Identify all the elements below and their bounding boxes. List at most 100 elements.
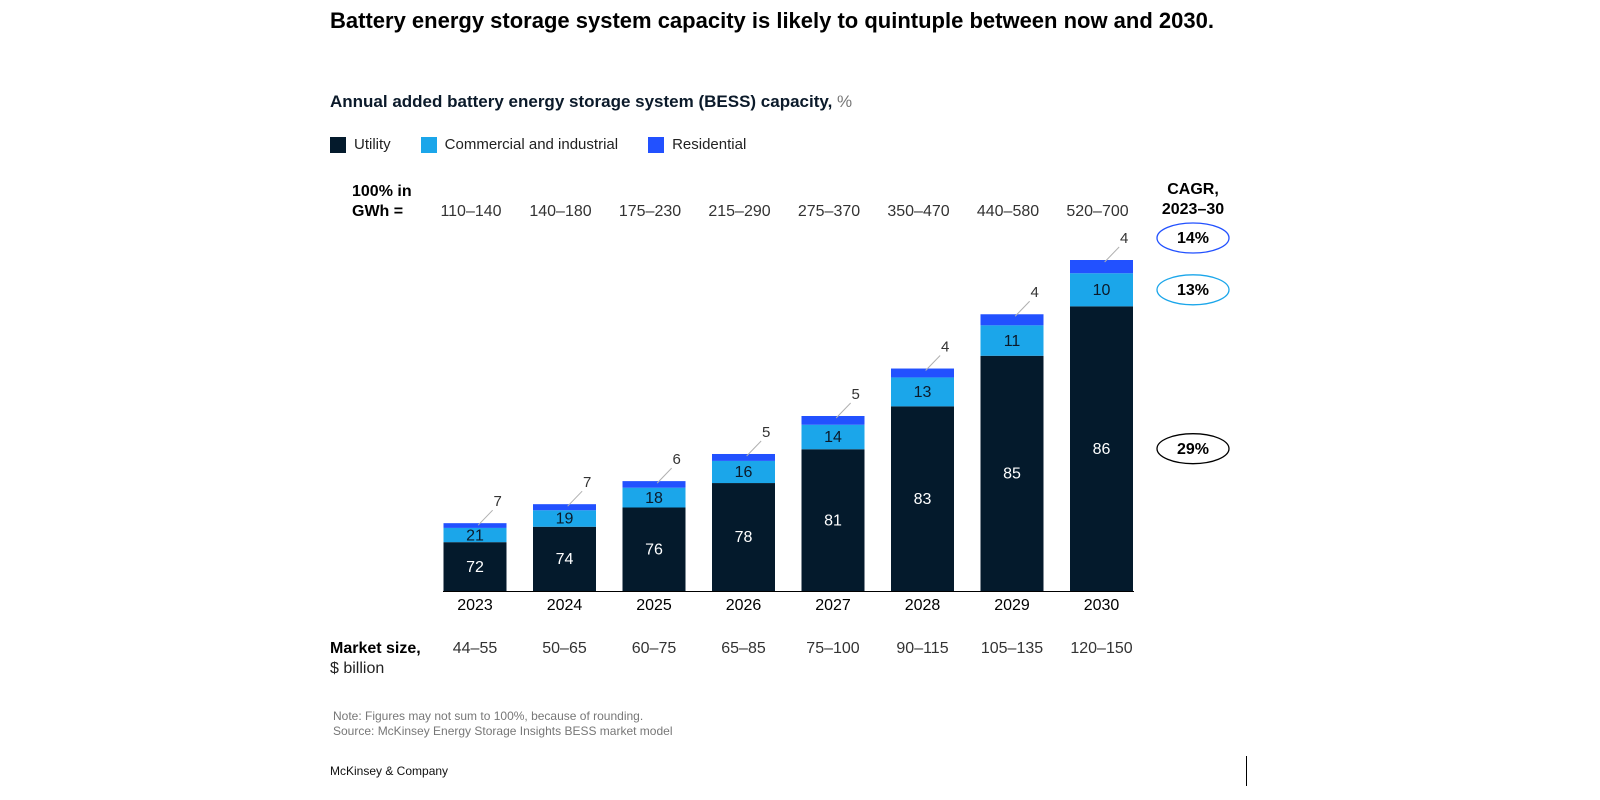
data-label-commercial-2025: 18	[645, 490, 663, 507]
legend-label-residential: Residential	[672, 136, 747, 153]
data-label-residential-2029: 4	[1030, 284, 1038, 301]
bar-segment-utility-2026	[712, 483, 775, 591]
data-label-commercial-2029: 11	[1004, 333, 1021, 350]
x-tick-2029: 2029	[994, 597, 1030, 614]
bar-segment-utility-2028	[891, 406, 954, 591]
subtitle-unit: %	[837, 92, 853, 111]
data-label-utility-2028: 83	[914, 491, 932, 508]
bar-segment-residential-2028	[891, 368, 954, 378]
bar-segment-utility-2024	[533, 526, 596, 591]
bar-segment-residential-2023	[443, 523, 507, 528]
leader-line-residential-2027	[835, 402, 851, 419]
chart-subtitle: Annual added battery energy storage syst…	[330, 92, 852, 112]
legend-swatch-residential	[648, 136, 665, 153]
data-label-utility-2029: 85	[1003, 466, 1021, 483]
bar-segment-commercial-2026	[712, 460, 775, 484]
market-size-2026: 65–85	[721, 640, 766, 657]
cagr-badge-commercial	[1156, 274, 1230, 306]
bar-segment-utility-2025	[622, 507, 686, 591]
note-text: Note: Figures may not sum to 100%, becau…	[333, 709, 644, 723]
leader-line-residential-2026	[746, 440, 762, 457]
x-tick-2025: 2025	[636, 597, 672, 614]
bar-segment-commercial-2030	[1070, 273, 1133, 307]
market-size-2029: 105–135	[981, 640, 1043, 657]
leader-line-residential-2025	[656, 467, 672, 484]
legend-swatch-utility	[330, 136, 346, 153]
edge-divider	[1246, 756, 1247, 786]
data-label-commercial-2028: 13	[914, 384, 932, 401]
bar-segment-commercial-2027	[801, 424, 865, 450]
data-label-commercial-2026: 16	[735, 464, 753, 481]
chart-footnote: Note: Figures may not sum to 100%, becau…	[333, 709, 673, 739]
source-text: Source: McKinsey Energy Storage Insights…	[333, 724, 673, 738]
subtitle-text: Annual added battery energy storage syst…	[330, 92, 833, 111]
legend-label-utility: Utility	[354, 136, 391, 153]
leader-line-residential-2023	[477, 509, 493, 526]
data-label-residential-2027: 5	[851, 386, 859, 403]
market-size-label-line1: Market size,	[330, 640, 421, 657]
legend-label-commercial: Commercial and industrial	[444, 136, 619, 153]
bar-segment-residential-2030	[1070, 260, 1133, 274]
bar-segment-commercial-2024	[533, 510, 596, 527]
legend-item-residential: Residential	[648, 136, 746, 153]
bar-segment-commercial-2028	[891, 377, 954, 407]
x-tick-2026: 2026	[726, 597, 762, 614]
x-tick-2028: 2028	[905, 597, 941, 614]
data-label-commercial-2024: 19	[556, 511, 574, 528]
bar-segment-residential-2029	[980, 314, 1044, 326]
data-label-residential-2030: 4	[1120, 230, 1128, 247]
data-label-utility-2027: 81	[824, 512, 842, 529]
gwh-header-label-line1: 100% in	[352, 183, 412, 200]
bar-segment-residential-2024	[533, 504, 596, 511]
bar-segment-utility-2029	[980, 355, 1044, 591]
market-size-2023: 44–55	[453, 640, 498, 657]
data-label-utility-2025: 76	[645, 541, 663, 558]
bar-segment-residential-2025	[622, 481, 686, 488]
market-size-2027: 75–100	[806, 640, 859, 657]
cagr-value-residential: 14%	[1177, 230, 1209, 247]
bar-segment-residential-2027	[801, 416, 865, 425]
gwh-total-2023: 110–140	[440, 203, 501, 220]
bar-segment-utility-2023	[443, 542, 507, 591]
leader-line-residential-2029	[1014, 300, 1030, 317]
cagr-value-commercial: 13%	[1177, 282, 1209, 299]
bar-segment-utility-2027	[801, 449, 865, 591]
bar-segment-commercial-2025	[622, 487, 686, 508]
leader-line-residential-2024	[567, 490, 583, 507]
x-tick-2023: 2023	[457, 597, 493, 614]
bar-segment-utility-2030	[1070, 306, 1133, 591]
brand-label: McKinsey & Company	[330, 764, 449, 778]
market-size-2028: 90–115	[896, 640, 948, 657]
data-label-utility-2026: 78	[735, 529, 753, 546]
data-label-residential-2023: 7	[493, 493, 501, 510]
cagr-header-line2: 2023–30	[1162, 201, 1224, 218]
x-tick-2024: 2024	[547, 597, 583, 614]
legend-item-utility: Utility	[330, 136, 391, 153]
gwh-total-2026: 215–290	[708, 203, 770, 220]
leader-line-residential-2030	[1104, 246, 1120, 263]
cagr-header-line1: CAGR,	[1167, 181, 1219, 198]
cagr-badge-residential	[1156, 222, 1230, 254]
data-label-utility-2023: 72	[466, 559, 484, 576]
data-label-residential-2025: 6	[672, 451, 680, 468]
market-size-2025: 60–75	[632, 640, 677, 657]
gwh-header-label-line2: GWh =	[352, 203, 403, 220]
gwh-total-2027: 275–370	[798, 203, 860, 220]
bar-segment-residential-2026	[712, 453, 775, 461]
gwh-total-2029: 440–580	[977, 203, 1039, 220]
gwh-total-2028: 350–470	[887, 203, 949, 220]
data-label-commercial-2030: 10	[1093, 282, 1111, 299]
data-label-commercial-2027: 14	[824, 429, 842, 446]
leader-line-residential-2028	[925, 355, 941, 371]
legend-swatch-commercial	[420, 136, 437, 153]
legend-item-commercial: Commercial and industrial	[420, 136, 619, 153]
bar-segment-commercial-2023	[443, 527, 507, 543]
data-label-commercial-2023: 21	[466, 527, 484, 544]
x-tick-2027: 2027	[815, 597, 851, 614]
data-label-utility-2030: 86	[1093, 441, 1111, 458]
market-size-2024: 50–65	[542, 640, 587, 657]
market-size-2030: 120–150	[1070, 640, 1132, 657]
chart-title: Battery energy storage system capacity i…	[330, 8, 1214, 33]
data-label-residential-2028: 4	[941, 338, 949, 355]
